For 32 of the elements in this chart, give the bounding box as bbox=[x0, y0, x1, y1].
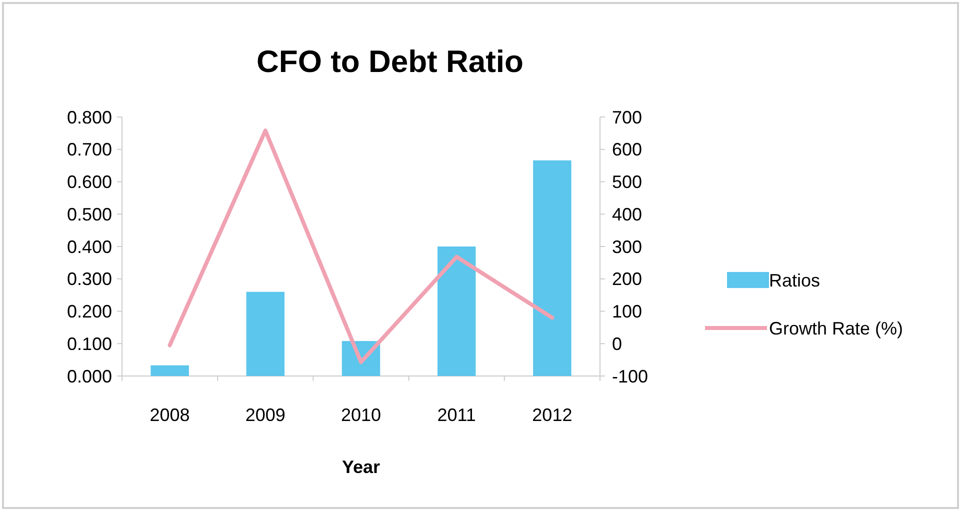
bar bbox=[246, 292, 285, 376]
x-tick-label: 2010 bbox=[340, 405, 382, 425]
y2-tick-label: 0 bbox=[612, 334, 622, 354]
y2-tick-label: 100 bbox=[612, 302, 642, 322]
y-tick-label: 0.200 bbox=[66, 302, 112, 322]
y2-tick-label: 200 bbox=[612, 269, 642, 290]
x-tick-label: 2012 bbox=[532, 405, 572, 425]
x-axis-title: Year bbox=[342, 457, 380, 477]
chart-title: CFO to Debt Ratio bbox=[256, 44, 524, 79]
y-tick-label: 0.300 bbox=[66, 269, 112, 290]
y2-tick-label: 500 bbox=[612, 172, 642, 192]
bar bbox=[150, 365, 189, 376]
y-tick-label: 0.500 bbox=[66, 204, 112, 224]
y-tick-label: 0.800 bbox=[66, 107, 112, 128]
y2-tick-label: 600 bbox=[612, 140, 642, 160]
bar bbox=[533, 160, 572, 376]
y2-tick-label: -100 bbox=[612, 366, 648, 386]
y2-tick-label: 700 bbox=[612, 107, 642, 128]
y2-tick-label: 300 bbox=[612, 236, 642, 257]
legend-label: Ratios bbox=[769, 270, 820, 290]
y2-tick-label: 400 bbox=[612, 204, 642, 224]
y-tick-label: 0.700 bbox=[66, 140, 112, 160]
y-tick-label: 0.100 bbox=[66, 334, 112, 354]
bar bbox=[437, 246, 476, 376]
x-tick-label: 2011 bbox=[437, 405, 476, 425]
x-tick-label: 2008 bbox=[150, 405, 190, 425]
legend-label: Growth Rate (%) bbox=[769, 318, 904, 338]
line-series bbox=[168, 128, 554, 364]
x-tick-label: 2009 bbox=[245, 405, 286, 425]
y-tick-label: 0.000 bbox=[66, 366, 112, 386]
y-tick-label: 0.400 bbox=[66, 236, 112, 257]
y-tick-label: 0.600 bbox=[66, 172, 112, 192]
